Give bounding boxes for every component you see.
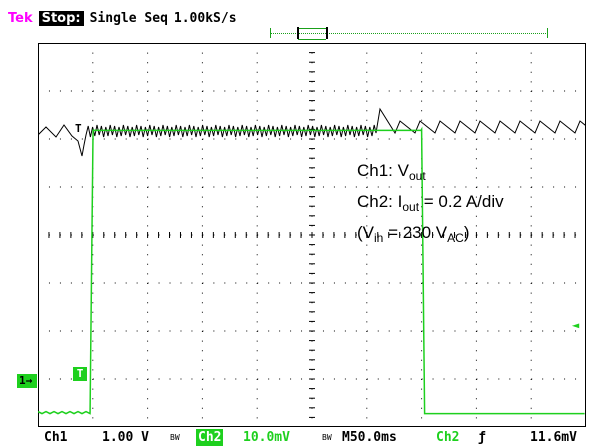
measurement-annotation: Ch1: Vout Ch2: Iout = 0.2 A/div (Vin = 2… <box>357 158 504 251</box>
sample-rate: 1.00kS/s <box>173 10 237 26</box>
ch1-scale[interactable]: 1.00 V <box>102 430 149 445</box>
annotation-line-1: Ch1: Vout <box>357 161 426 183</box>
ch2-trace <box>38 126 585 415</box>
brand-label: Tek <box>8 10 33 26</box>
record-position-bar <box>270 27 548 40</box>
annotation-line-2: Ch2: Iout = 0.2 A/div <box>357 192 504 214</box>
annotation-line-3: (Vin = 230 VAC) <box>357 223 470 245</box>
ch2-label[interactable]: Ch2 <box>196 429 224 446</box>
graticule <box>38 43 586 427</box>
waveform-display <box>38 43 586 427</box>
status-bar: Tek Stop: Single Seq 1.00kS/s <box>8 8 237 28</box>
ch1-label[interactable]: Ch1 <box>44 430 68 445</box>
readout-bar: Ch1 1.00 V BW Ch2 10.0mV BW M50.0ms Ch2 … <box>0 429 592 446</box>
acquisition-state: Stop: <box>38 10 84 26</box>
ch1-ground-marker[interactable]: 1→ <box>17 374 37 388</box>
ch1-trace <box>38 107 586 157</box>
trigger-slope-icon: ƒ <box>478 430 486 445</box>
ch2-scale[interactable]: 10.0mV <box>243 430 290 445</box>
record-bracket-right-icon <box>322 27 328 39</box>
acquisition-mode: Single Seq <box>89 10 168 26</box>
record-window <box>298 28 326 40</box>
timebase[interactable]: M50.0ms <box>342 430 397 445</box>
trigger-source[interactable]: Ch2 <box>436 430 460 445</box>
trigger-level-arrow-icon[interactable]: ◄ <box>572 318 580 332</box>
record-bracket-left-icon <box>297 27 303 39</box>
ch1-bandwidth-limit-icon: BW <box>170 433 180 442</box>
trigger-point-ch1-marker: T <box>75 122 82 135</box>
trigger-position-marker[interactable]: T <box>73 367 87 381</box>
trigger-level-value[interactable]: 11.6mV <box>530 430 577 445</box>
ch2-bandwidth-limit-icon: BW <box>322 433 332 442</box>
